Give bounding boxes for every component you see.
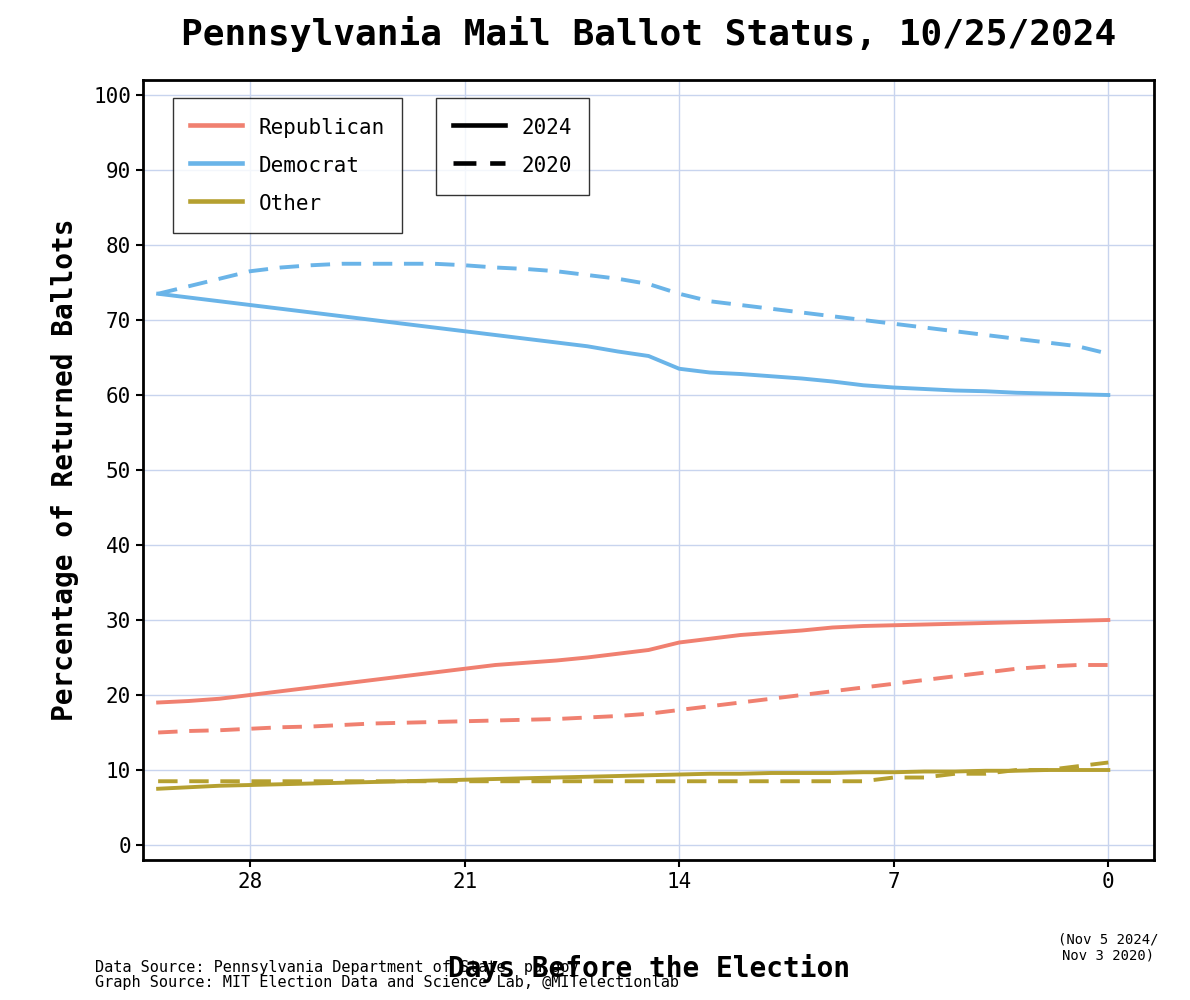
Text: Data Source: Pennsylvania Department of State, pa.gov: Data Source: Pennsylvania Department of …	[95, 960, 578, 975]
Legend: 2024, 2020: 2024, 2020	[437, 98, 589, 195]
X-axis label: Days Before the Election: Days Before the Election	[447, 954, 850, 983]
Text: (Nov 5 2024/
Nov 3 2020): (Nov 5 2024/ Nov 3 2020)	[1058, 932, 1159, 962]
Y-axis label: Percentage of Returned Ballots: Percentage of Returned Ballots	[51, 219, 80, 721]
Text: Graph Source: MIT Election Data and Science Lab, @MITelectionlab: Graph Source: MIT Election Data and Scie…	[95, 975, 679, 990]
Title: Pennsylvania Mail Ballot Status, 10/25/2024: Pennsylvania Mail Ballot Status, 10/25/2…	[181, 16, 1116, 52]
